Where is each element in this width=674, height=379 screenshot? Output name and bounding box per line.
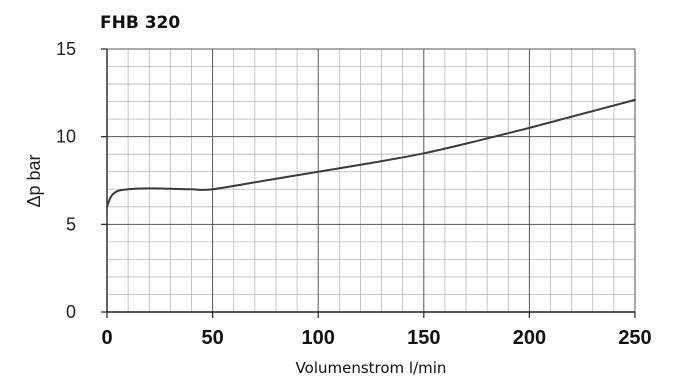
minor-gridlines (107, 49, 635, 312)
y-tick-label: 5 (66, 214, 76, 234)
x-tick-label: 0 (101, 327, 112, 349)
series-layer (106, 98, 636, 208)
y-tick-label: 10 (56, 127, 76, 147)
x-axis-label: Volumenstrom l/min (296, 359, 447, 377)
y-tick-label: 15 (56, 39, 76, 59)
series-line (106, 98, 636, 208)
x-tick-label: 150 (407, 327, 440, 349)
axes (101, 48, 636, 318)
y-axis-label: Δp bar (24, 154, 44, 207)
y-tick-labels: 0 5 10 15 (56, 39, 76, 322)
x-tick-label: 100 (302, 327, 335, 349)
x-tick-label: 250 (618, 327, 651, 349)
x-tick-labels: 0 50 100 150 200 250 (101, 327, 651, 349)
y-tick-label: 0 (66, 302, 76, 322)
x-tick-label: 50 (201, 327, 223, 349)
x-tick-label: 200 (513, 327, 546, 349)
major-gridlines (107, 48, 636, 312)
chart-title: FHB 320 (100, 13, 180, 33)
